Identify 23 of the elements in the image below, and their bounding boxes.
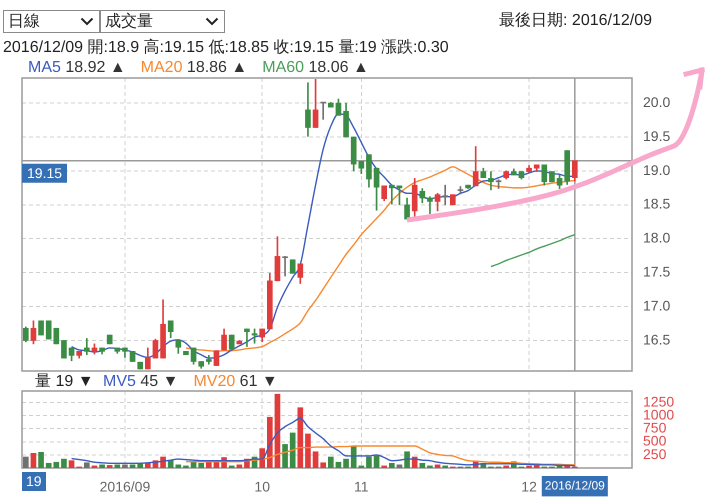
y-tick-label: 16.5 (643, 331, 670, 348)
y-tick-label: 19.0 (643, 162, 670, 178)
y-tick-label: 17.5 (643, 264, 670, 280)
text: 2016/12/09 開:18.9 高:19.15 低:18.85 收:19.15 量:19 漲跌:0.30 (3, 38, 449, 57)
text: MV5 45 ▼ (103, 373, 178, 390)
y-tick-label: 20.0 (643, 94, 670, 110)
x-tick-label: 11 (354, 478, 369, 494)
x-tick-label: 2016/09 (100, 478, 150, 494)
y-tick-label: 17.0 (643, 297, 670, 314)
text: MA60 18.06 ▲ (262, 59, 369, 76)
text: MA20 18.86 ▲ (140, 59, 248, 76)
text: 量 19 ▼ (35, 372, 94, 391)
text: 最後日期: 2016/12/09 (499, 11, 652, 30)
text: MV20 61 ▼ (193, 373, 278, 390)
text: MA5 18.92 ▲ (28, 59, 126, 76)
y-tick-label: 18.0 (643, 230, 670, 246)
x-tick-label: 2016/12/09 (544, 478, 606, 493)
text: 19 (22, 472, 46, 491)
ref-line-label: 19.15 (27, 165, 62, 182)
y-tick-label: 19.5 (643, 128, 670, 144)
x-tick-label: 12 (521, 478, 538, 494)
x-tick-label: 10 (254, 478, 270, 494)
y-tick-label: 18.5 (643, 196, 670, 212)
